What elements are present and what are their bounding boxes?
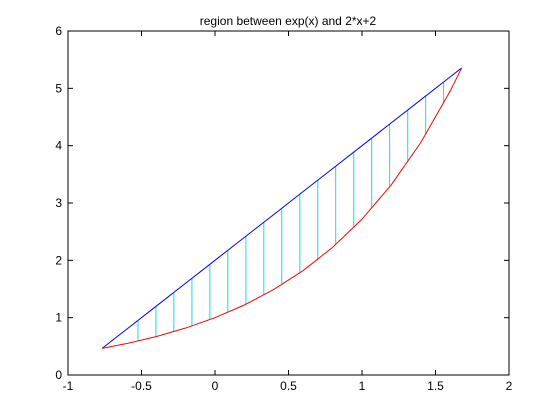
y-tick-label-6: 6 [55, 24, 62, 38]
x-tick-label-0: -1 [63, 379, 74, 393]
y-tick-labels: 0 1 2 3 4 5 6 [55, 24, 62, 382]
series-line-1 [102, 67, 463, 349]
y-tick-label-1: 1 [55, 311, 62, 325]
axis-ticks [67, 30, 510, 376]
y-tick-label-0: 0 [55, 368, 62, 382]
x-tick-label-3: 0.5 [280, 379, 297, 393]
y-tick-label-4: 4 [55, 139, 62, 153]
y-tick-label-3: 3 [55, 196, 62, 210]
x-tick-label-2: 0 [212, 379, 219, 393]
y-tick-label-5: 5 [55, 81, 62, 95]
x-tick-label-5: 1.5 [427, 379, 444, 393]
chart-title: region between exp(x) and 2*x+2 [200, 14, 377, 28]
x-tick-label-6: 2 [506, 379, 513, 393]
y-tick-label-2: 2 [55, 253, 62, 267]
series-lines [101, 67, 463, 349]
series-line-0 [101, 67, 462, 349]
x-tick-label-4: 1 [359, 379, 366, 393]
x-tick-labels: -1 -0.5 0 0.5 1 1.5 2 [63, 379, 513, 393]
x-tick-label-1: -0.5 [131, 379, 152, 393]
fill-lines [137, 82, 445, 342]
